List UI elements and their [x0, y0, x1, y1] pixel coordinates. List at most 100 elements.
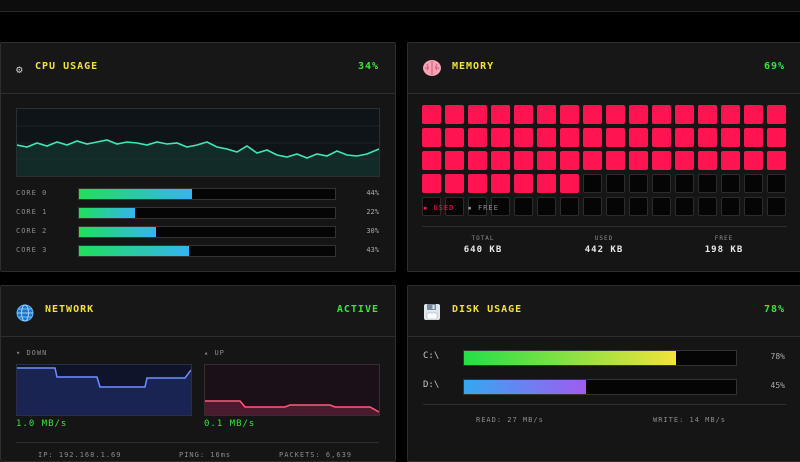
memory-block-used [629, 128, 648, 147]
memory-title: MEMORY [452, 61, 495, 72]
memory-block-used [468, 151, 487, 170]
memory-block-used [606, 151, 625, 170]
memory-block-used [767, 105, 786, 124]
memory-block-used [675, 128, 694, 147]
memory-block-used [560, 105, 579, 124]
memory-block-used [514, 151, 533, 170]
cpu-panel: ⚙ CPU USAGE 34% CORE 0 44% CORE 1 22% CORE 2… [0, 42, 396, 272]
memory-block-free [767, 197, 786, 216]
cpu-core-label: CORE 1 [16, 208, 48, 216]
cpu-core-label: CORE 3 [16, 246, 48, 254]
memory-block-used [422, 151, 441, 170]
memory-block-free [744, 197, 763, 216]
down-label: DOWN [26, 349, 48, 357]
memory-block-used [652, 151, 671, 170]
memory-free-label: FREE [714, 235, 734, 242]
memory-block-free [491, 197, 510, 216]
memory-block-free [560, 197, 579, 216]
memory-block-free [629, 174, 648, 193]
disk-drive-percent: 78% [770, 352, 785, 361]
memory-block-free [445, 197, 464, 216]
disk-drive-label: D:\ [423, 380, 440, 390]
memory-free-value: 198 KB [704, 245, 744, 255]
memory-block-grid [422, 105, 792, 216]
memory-block-used [445, 105, 464, 124]
memory-block-used [744, 105, 763, 124]
memory-block-used [583, 105, 602, 124]
brain-icon [422, 59, 442, 77]
memory-block-used [721, 105, 740, 124]
network-title: NETWORK [45, 304, 95, 315]
legend-free-dot: ▪ [467, 204, 473, 212]
memory-block-used [629, 151, 648, 170]
network-panel-header: NETWORK ACTIVE [1, 286, 395, 337]
memory-block-used [675, 151, 694, 170]
network-panel: NETWORK ACTIVE ▾ DOWN ▴ UP 1.0 MB/s 0.1 … [0, 285, 396, 462]
disk-write-speed: WRITE: 14 MB/s [653, 416, 727, 424]
memory-block-used [675, 105, 694, 124]
memory-block-used [514, 128, 533, 147]
memory-panel: MEMORY 69% ▪ USED ▪ FREE TOTAL 640 KB US… [407, 42, 800, 272]
memory-block-used [698, 128, 717, 147]
memory-block-used [468, 105, 487, 124]
cpu-core-percent: 43% [366, 246, 379, 254]
memory-total-label: TOTAL [471, 235, 495, 242]
memory-block-used [537, 151, 556, 170]
network-status: ACTIVE [336, 304, 379, 315]
memory-block-used [583, 128, 602, 147]
cpu-core-bar [78, 188, 336, 200]
memory-block-used [514, 105, 533, 124]
network-ping: PING: 16ms [179, 451, 232, 459]
memory-block-used [652, 128, 671, 147]
down-label-row: ▾ DOWN [16, 349, 47, 357]
memory-block-free [652, 174, 671, 193]
memory-block-free [721, 174, 740, 193]
memory-block-used [445, 151, 464, 170]
memory-block-used [560, 128, 579, 147]
memory-used-value: 442 KB [584, 245, 624, 255]
memory-block-used [514, 174, 533, 193]
up-label: UP [214, 349, 225, 357]
network-packets: PACKETS: 6,639 [279, 451, 353, 459]
cpu-core-bar-fill [79, 246, 190, 256]
memory-block-used [606, 128, 625, 147]
memory-block-free [721, 197, 740, 216]
memory-block-free [744, 174, 763, 193]
download-rate: 1.0 MB/s [16, 419, 68, 429]
cpu-core-label: CORE 2 [16, 227, 48, 235]
cpu-core-percent: 30% [366, 227, 379, 235]
top-bar [0, 0, 800, 12]
memory-block-used [560, 151, 579, 170]
memory-block-used [629, 105, 648, 124]
memory-block-used [721, 128, 740, 147]
cpu-core-bar [78, 245, 336, 257]
network-ip: IP: 192.168.1.69 [38, 451, 122, 459]
cpu-core-bar [78, 226, 336, 238]
disk-percent: 78% [763, 304, 785, 315]
cpu-core-bar-fill [79, 227, 156, 237]
memory-block-used [652, 105, 671, 124]
memory-block-used [698, 151, 717, 170]
cpu-graph-fill [17, 140, 379, 176]
memory-divider [422, 226, 787, 227]
memory-percent: 69% [763, 61, 785, 72]
memory-block-free [606, 197, 625, 216]
cpu-core-percent: 22% [366, 208, 379, 216]
memory-block-free [468, 197, 487, 216]
memory-block-free [583, 197, 602, 216]
memory-block-used [468, 128, 487, 147]
disk-drive-bar [463, 350, 737, 366]
memory-block-used [491, 151, 510, 170]
memory-total-value: 640 KB [463, 245, 503, 255]
cpu-core-bar-fill [79, 208, 136, 218]
cpu-core-percent: 44% [366, 189, 379, 197]
legend-free-label: FREE [477, 204, 499, 212]
memory-block-used [537, 105, 556, 124]
disk-divider [423, 404, 786, 405]
memory-block-used [422, 105, 441, 124]
network-divider [16, 442, 379, 443]
cpu-core-bar-fill [79, 189, 192, 199]
memory-panel-header: MEMORY 69% [408, 43, 800, 94]
memory-block-free [629, 197, 648, 216]
cpu-graph-line [17, 139, 379, 159]
